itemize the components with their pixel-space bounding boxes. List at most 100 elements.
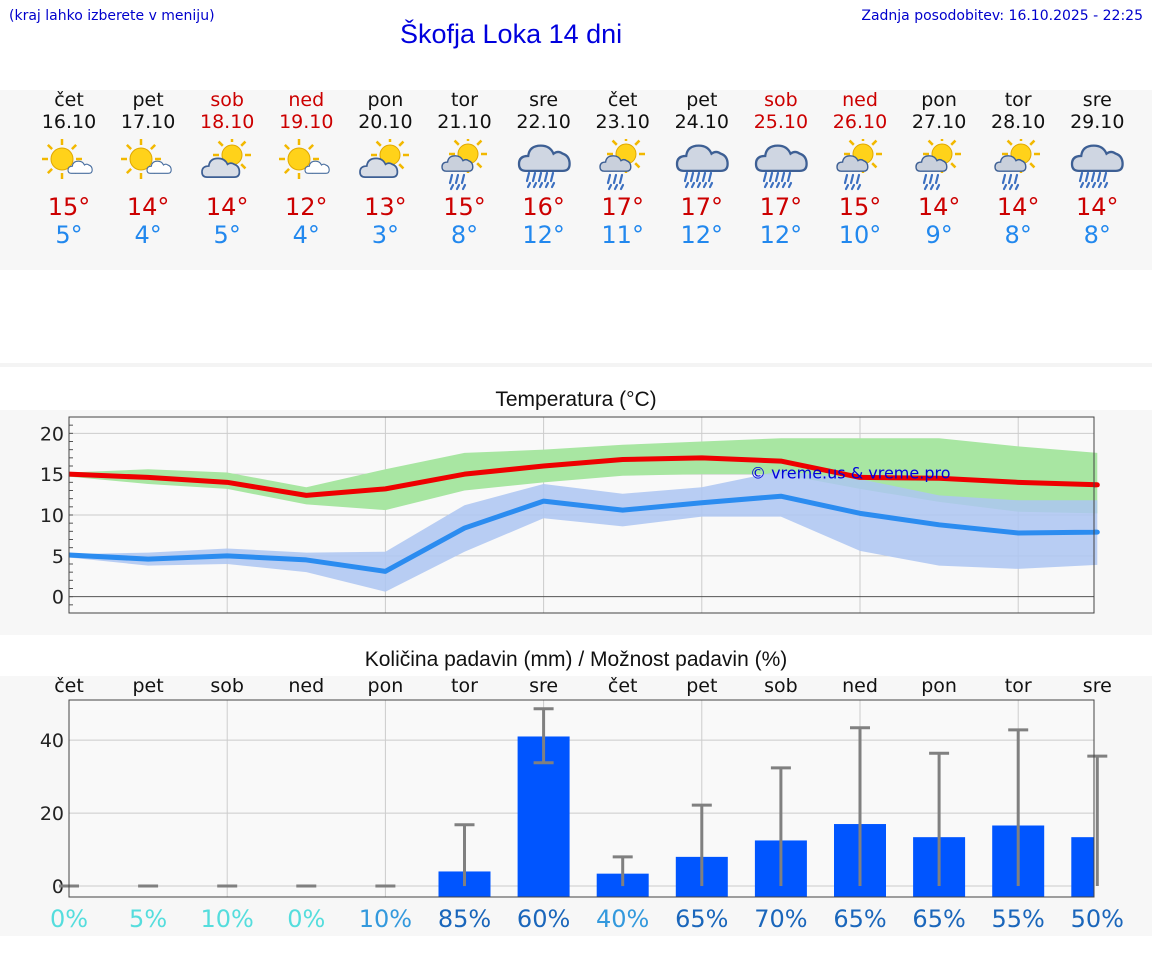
min-temperature: 12° xyxy=(522,221,565,249)
category-label: pon xyxy=(368,675,404,697)
precipitation-probability-label: 65% xyxy=(833,905,886,933)
category-label: ned xyxy=(288,675,324,697)
day-column: ned 19.10 12° 4° xyxy=(266,89,346,249)
precipitation-probability-label: 5% xyxy=(129,905,167,933)
watermark: © vreme.us & vreme.pro xyxy=(750,463,951,482)
min-temperature: 3° xyxy=(371,221,400,249)
precipitation-probability-label: 50% xyxy=(1071,905,1124,933)
day-name: ned xyxy=(842,89,878,111)
precipitation-chart: čet pet sob ned pon tor sre čet pet sob ned pon tor s… xyxy=(40,675,1124,933)
day-column: ned 26.10 15° 10° xyxy=(820,89,900,249)
category-label: pet xyxy=(132,675,163,697)
y-tick-label: 15 xyxy=(40,464,64,486)
min-temperature-line xyxy=(68,493,1100,574)
day-date: 22.10 xyxy=(516,111,571,133)
day-column: tor 28.10 14° 8° xyxy=(978,89,1058,249)
day-name: pon xyxy=(367,89,404,111)
category-label: sre xyxy=(1083,675,1112,697)
heavy-rain-icon xyxy=(1071,144,1125,189)
precipitation-probability-label: 55% xyxy=(992,905,1045,933)
plot-frame xyxy=(68,416,1095,614)
min-temperature: 4° xyxy=(134,221,162,249)
precipitation-probability-label: 70% xyxy=(754,905,807,933)
max-temperature: 14° xyxy=(996,193,1040,221)
day-date: 19.10 xyxy=(279,111,334,133)
max-temperature: 15° xyxy=(443,193,486,221)
day-column: pon 20.10 13° 3° xyxy=(345,89,425,249)
day-name: sob xyxy=(764,89,798,111)
y-tick-label: 0 xyxy=(52,587,64,609)
precipitation-chart-title: Količina padavin (mm) / Možnost padavin … xyxy=(364,648,788,671)
temperature-chart-title: Temperatura (°C) xyxy=(495,388,657,411)
min-temperature: 5° xyxy=(55,221,83,249)
y-tick-label: 20 xyxy=(40,423,64,445)
max-temperature: 12° xyxy=(285,193,328,221)
min-temperature: 9° xyxy=(925,221,953,249)
day-column: pon 27.10 14° 9° xyxy=(899,89,979,249)
category-label: sob xyxy=(210,675,244,697)
category-label: tor xyxy=(451,675,478,697)
day-column: pet 24.10 17° 12° xyxy=(662,89,742,249)
precipitation-probability-label: 40% xyxy=(596,905,649,933)
sun-rain-icon xyxy=(994,139,1041,191)
min-temperature: 12° xyxy=(759,221,803,249)
max-temperature: 17° xyxy=(601,193,644,221)
precipitation-probability-label: 0% xyxy=(50,905,88,933)
category-label: sob xyxy=(764,675,798,697)
day-column: sob 25.10 17° 12° xyxy=(741,89,821,249)
precipitation-probability-label: 0% xyxy=(287,905,325,933)
day-name: čet xyxy=(607,89,638,111)
divider xyxy=(0,363,1152,367)
min-temperature: 5° xyxy=(213,221,241,249)
heavy-rain-icon xyxy=(517,144,571,189)
day-date: 23.10 xyxy=(595,111,650,133)
day-date: 17.10 xyxy=(120,111,176,133)
min-temperature: 8° xyxy=(450,221,479,249)
day-column: pet 17.10 14° 4° xyxy=(108,89,188,249)
precipitation-probability-label: 60% xyxy=(517,905,570,933)
day-name: čet xyxy=(54,89,84,111)
day-date: 24.10 xyxy=(674,111,729,133)
min-temperature: 12° xyxy=(680,221,724,249)
y-tick-label: 0 xyxy=(52,876,64,898)
day-date: 20.10 xyxy=(358,111,413,133)
partly-sunny-icon xyxy=(42,139,93,179)
day-column: čet 23.10 17° 11° xyxy=(583,89,663,249)
category-label: pon xyxy=(921,675,957,697)
min-temperature: 8° xyxy=(1004,221,1032,249)
max-temperature: 14° xyxy=(1076,193,1119,221)
y-tick-label: 10 xyxy=(40,505,64,527)
category-label: ned xyxy=(842,675,878,697)
temperature-chart: 0 5 10 15 20 © vreme.us & vreme.pro xyxy=(40,416,1100,614)
category-label: sre xyxy=(529,675,558,697)
max-temperature: 14° xyxy=(917,193,961,221)
page-title: Škofja Loka 14 dni xyxy=(400,19,623,49)
min-temperature: 8° xyxy=(1083,221,1111,249)
min-temperature: 11° xyxy=(601,221,644,249)
day-name: tor xyxy=(1004,89,1032,111)
day-date: 28.10 xyxy=(990,111,1046,133)
category-label: čet xyxy=(54,675,84,697)
sun-rain-icon xyxy=(915,139,962,191)
day-name: sre xyxy=(1082,89,1112,111)
max-temperature: 14° xyxy=(205,193,249,221)
day-name: sre xyxy=(529,89,559,111)
day-date: 26.10 xyxy=(832,111,888,133)
max-temperature: 17° xyxy=(680,193,724,221)
sun-rain-icon xyxy=(440,139,487,191)
day-date: 18.10 xyxy=(199,111,255,133)
precipitation-probability-label: 10% xyxy=(359,905,412,933)
precipitation-probability-label: 65% xyxy=(912,905,965,933)
y-tick-label: 5 xyxy=(52,546,64,568)
day-name: tor xyxy=(451,89,478,111)
day-name: pet xyxy=(686,89,718,111)
day-column: čet 16.10 15° 5° xyxy=(29,89,109,249)
day-column: sob 18.10 14° 5° xyxy=(187,89,267,249)
partly-sunny-icon xyxy=(279,139,331,179)
category-label: tor xyxy=(1005,675,1032,697)
day-column: tor 21.10 15° 8° xyxy=(425,89,505,249)
category-label: pet xyxy=(686,675,717,697)
day-name: sob xyxy=(210,89,244,111)
sun-rain-icon xyxy=(836,139,882,191)
y-tick-label: 40 xyxy=(40,730,64,752)
